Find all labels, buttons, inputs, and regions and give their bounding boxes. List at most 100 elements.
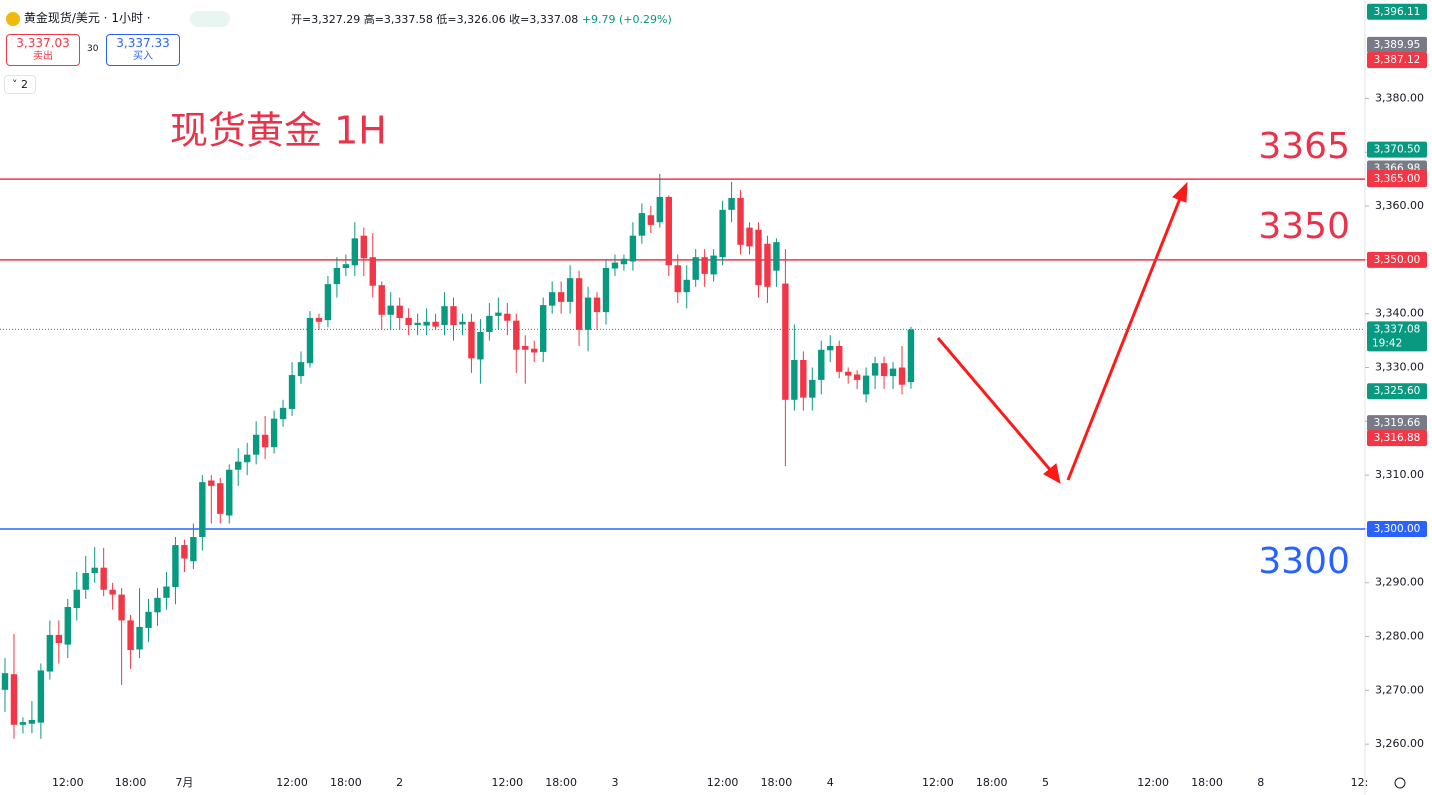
- candle-body: [844, 371, 852, 376]
- candle-body: [862, 375, 870, 395]
- candle-body: [468, 321, 475, 359]
- candle-body: [369, 257, 376, 286]
- candle-body: [46, 634, 54, 672]
- candle-body: [55, 634, 63, 644]
- candle-body: [656, 196, 664, 223]
- x-tick-label: 8: [1257, 776, 1264, 789]
- candle-body: [163, 586, 170, 598]
- buy-label: 买入: [133, 51, 153, 62]
- buy-button[interactable]: 3,337.33 买入: [106, 34, 180, 66]
- candle-body: [853, 374, 861, 380]
- x-tick-label: 18:00: [115, 776, 147, 789]
- candle-body: [405, 318, 412, 326]
- candle-body: [181, 545, 188, 559]
- sell-button[interactable]: 3,337.03 卖出: [6, 34, 80, 66]
- candle-body: [782, 283, 789, 400]
- candle-body: [871, 363, 879, 376]
- price-tag: [1367, 430, 1427, 447]
- candle-body: [755, 229, 762, 286]
- candle-body: [396, 305, 403, 319]
- candle-body: [261, 434, 269, 448]
- symbol-icon: [6, 11, 20, 26]
- annotation: 3350: [1258, 206, 1350, 247]
- candle-body: [64, 606, 71, 645]
- candle-body: [531, 348, 538, 353]
- candle-body: [504, 313, 511, 321]
- y-tick-label: 3,380.00: [1375, 91, 1424, 104]
- candle-body: [10, 674, 18, 725]
- candle-body: [235, 461, 242, 470]
- candle-body: [100, 567, 107, 590]
- candle-body: [414, 322, 421, 326]
- candle-body: [459, 321, 466, 325]
- ohlc-change: +9.79 (+0.29%): [581, 13, 672, 26]
- price-tag: [1367, 3, 1427, 20]
- candle-body: [28, 719, 36, 724]
- x-tick-label: 18:00: [761, 776, 793, 789]
- candle-body: [37, 670, 45, 723]
- price-tag-label: 3,337.08: [1374, 323, 1421, 335]
- sell-price: 3,337.03: [16, 36, 70, 50]
- x-tick-label: 12:00: [52, 776, 84, 789]
- candle-body: [620, 258, 628, 265]
- x-tick-label: 2: [396, 776, 403, 789]
- symbol-row: 黄金现货/美元 · 1小时 ·: [6, 9, 231, 27]
- candle-body: [584, 297, 592, 330]
- price-tag-label: 3,365.00: [1374, 173, 1421, 185]
- candle-body: [701, 257, 708, 274]
- candle-body: [495, 312, 502, 316]
- annotation: 3365: [1258, 126, 1350, 167]
- candle-body: [638, 213, 646, 236]
- candle-body: [629, 235, 637, 262]
- candle-body: [109, 589, 116, 595]
- candle-body: [548, 292, 556, 306]
- ohlc-open: 开=3,327.29: [291, 13, 361, 26]
- candle-body: [270, 418, 278, 448]
- candle-body: [809, 379, 816, 398]
- candle-body: [1, 673, 9, 690]
- annotation: 3300: [1258, 541, 1350, 582]
- candle-body: [665, 196, 672, 266]
- price-tag: [1367, 52, 1427, 69]
- candle-body: [154, 597, 161, 613]
- candle-body: [836, 345, 843, 372]
- candle-body: [450, 306, 457, 326]
- x-tick-label: 3: [611, 776, 618, 789]
- indicator-count: 2: [21, 78, 28, 91]
- candle-body: [540, 305, 547, 352]
- candle-body: [136, 626, 143, 650]
- chart-title: 现货黄金 1H: [170, 109, 387, 153]
- candle-body: [611, 262, 619, 269]
- symbol: 黄金现货/美元 · 1小时 ·: [23, 11, 151, 25]
- candle-body: [522, 345, 529, 350]
- price-tag-label: 3,350.00: [1374, 254, 1421, 266]
- candle-body: [593, 297, 601, 313]
- buy-price: 3,337.33: [116, 36, 170, 50]
- price-tag: [1367, 36, 1427, 53]
- candle-body: [889, 368, 897, 377]
- price-tag: [1367, 383, 1427, 400]
- spread: 30: [87, 44, 99, 54]
- candle-body: [360, 235, 367, 259]
- candle-body: [764, 243, 771, 287]
- x-tick-label: 18:00: [976, 776, 1008, 789]
- candle-body: [566, 278, 574, 302]
- candle-body: [378, 285, 385, 315]
- candle-body: [728, 198, 735, 210]
- price-tag-label: 3,319.66: [1374, 417, 1421, 429]
- x-tick-label: 12:00: [707, 776, 739, 789]
- settings-icon[interactable]: [1394, 777, 1406, 789]
- candle-body: [306, 318, 314, 364]
- y-tick-label: 3,340.00: [1375, 307, 1424, 320]
- y-tick-label: 3,270.00: [1375, 683, 1424, 696]
- candle-body: [773, 242, 780, 271]
- candle-body: [898, 367, 906, 385]
- status-badge[interactable]: [190, 10, 231, 27]
- y-tick-label: 3,360.00: [1375, 199, 1424, 212]
- candle-body: [351, 238, 359, 266]
- indicator-toggle[interactable]: ˅ 2: [4, 75, 36, 94]
- ohlc-high: 高=3,337.58: [363, 13, 433, 26]
- x-tick-label: 12:: [1351, 776, 1369, 789]
- candle-body: [208, 480, 215, 486]
